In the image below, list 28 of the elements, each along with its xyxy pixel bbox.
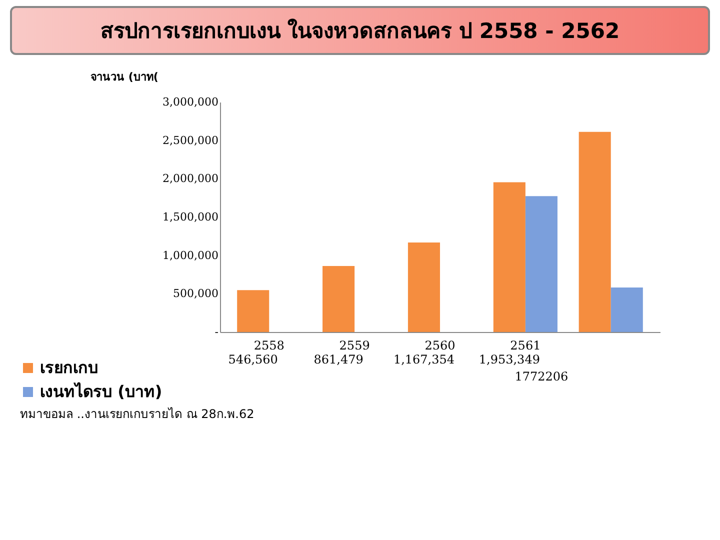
legend-label: เงนทไดรบ (บาท): [40, 382, 162, 401]
y-axis-title: จานวน (บาท(: [90, 70, 158, 84]
chart-title: สรปการเรยกเกบเงน ในจงหวดสกลนคร ป 2558 - 2562: [10, 6, 710, 55]
y-tick-label: 1,000,000: [162, 248, 218, 262]
x-tick-label: 2560: [424, 338, 456, 352]
x-tick-label: 2559: [339, 338, 370, 352]
y-tick-label: 1,500,000: [162, 210, 218, 224]
x-tick-label: 2561: [510, 338, 541, 352]
data-label: 1,953,349: [478, 352, 540, 366]
bar: [578, 132, 611, 332]
bar: [322, 266, 355, 332]
y-tick-label: 500,000: [173, 287, 218, 300]
bar: [237, 290, 270, 332]
bar: [408, 242, 440, 332]
legend-label: เรยกเกบ: [40, 358, 98, 377]
data-label: 546,560: [228, 352, 278, 366]
data-label: 1772206: [514, 370, 568, 384]
x-tick-label: 2558: [254, 338, 284, 352]
bar: [525, 196, 558, 332]
bar: [493, 182, 526, 332]
text: ทมาขอมล ..งานเรยกเกบรายได ณ 28ก.พ.62: [20, 406, 256, 423]
y-tick-label: 3,000,000: [162, 96, 218, 108]
y-tick-label: -: [214, 326, 219, 338]
y-tick-label: 2,000,000: [162, 172, 218, 186]
y-tick-label: 2,500,000: [162, 134, 218, 147]
bar: [610, 288, 643, 332]
data-label: 861,479: [314, 352, 364, 366]
data-label: 1,167,354: [393, 352, 455, 366]
